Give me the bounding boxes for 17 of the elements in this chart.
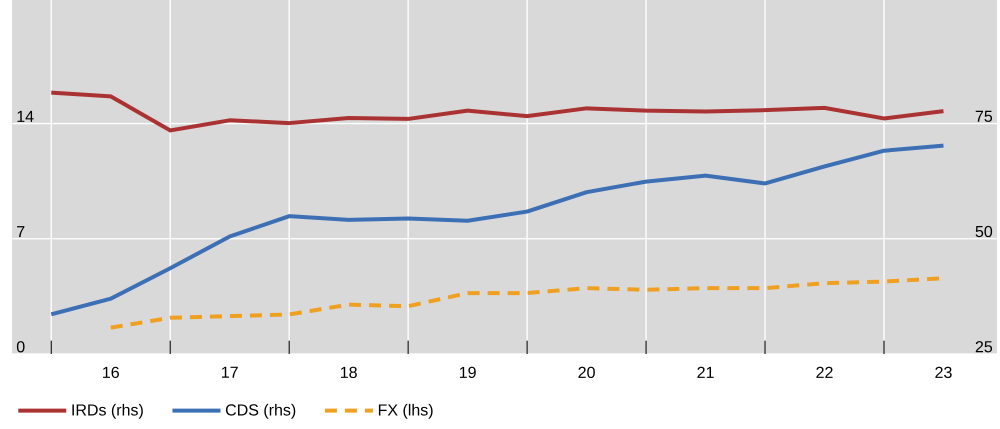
x-tick-label: 18 <box>340 366 357 378</box>
y-tick-label: 7 <box>17 226 24 238</box>
legend-label: IRDs (rhs) <box>72 404 143 419</box>
x-tick-label: 17 <box>222 366 238 378</box>
x-tick-label: 22 <box>816 366 833 378</box>
y2-tick-label: 50 <box>976 226 992 238</box>
x-tick-label: 20 <box>578 366 595 378</box>
y-tick-label: 0 <box>16 341 25 352</box>
x-tick-label: 16 <box>103 366 119 378</box>
y2-tick-label: 25 <box>976 341 992 352</box>
y2-tick-label: 75 <box>976 110 992 122</box>
legend-label: CDS (rhs) <box>226 404 296 419</box>
y-tick-label: 14 <box>17 110 34 122</box>
x-tick-label: 23 <box>935 366 952 378</box>
x-tick-label: 19 <box>460 366 476 378</box>
legend-label: FX (lhs) <box>378 404 433 419</box>
x-tick-label: 21 <box>697 366 714 378</box>
